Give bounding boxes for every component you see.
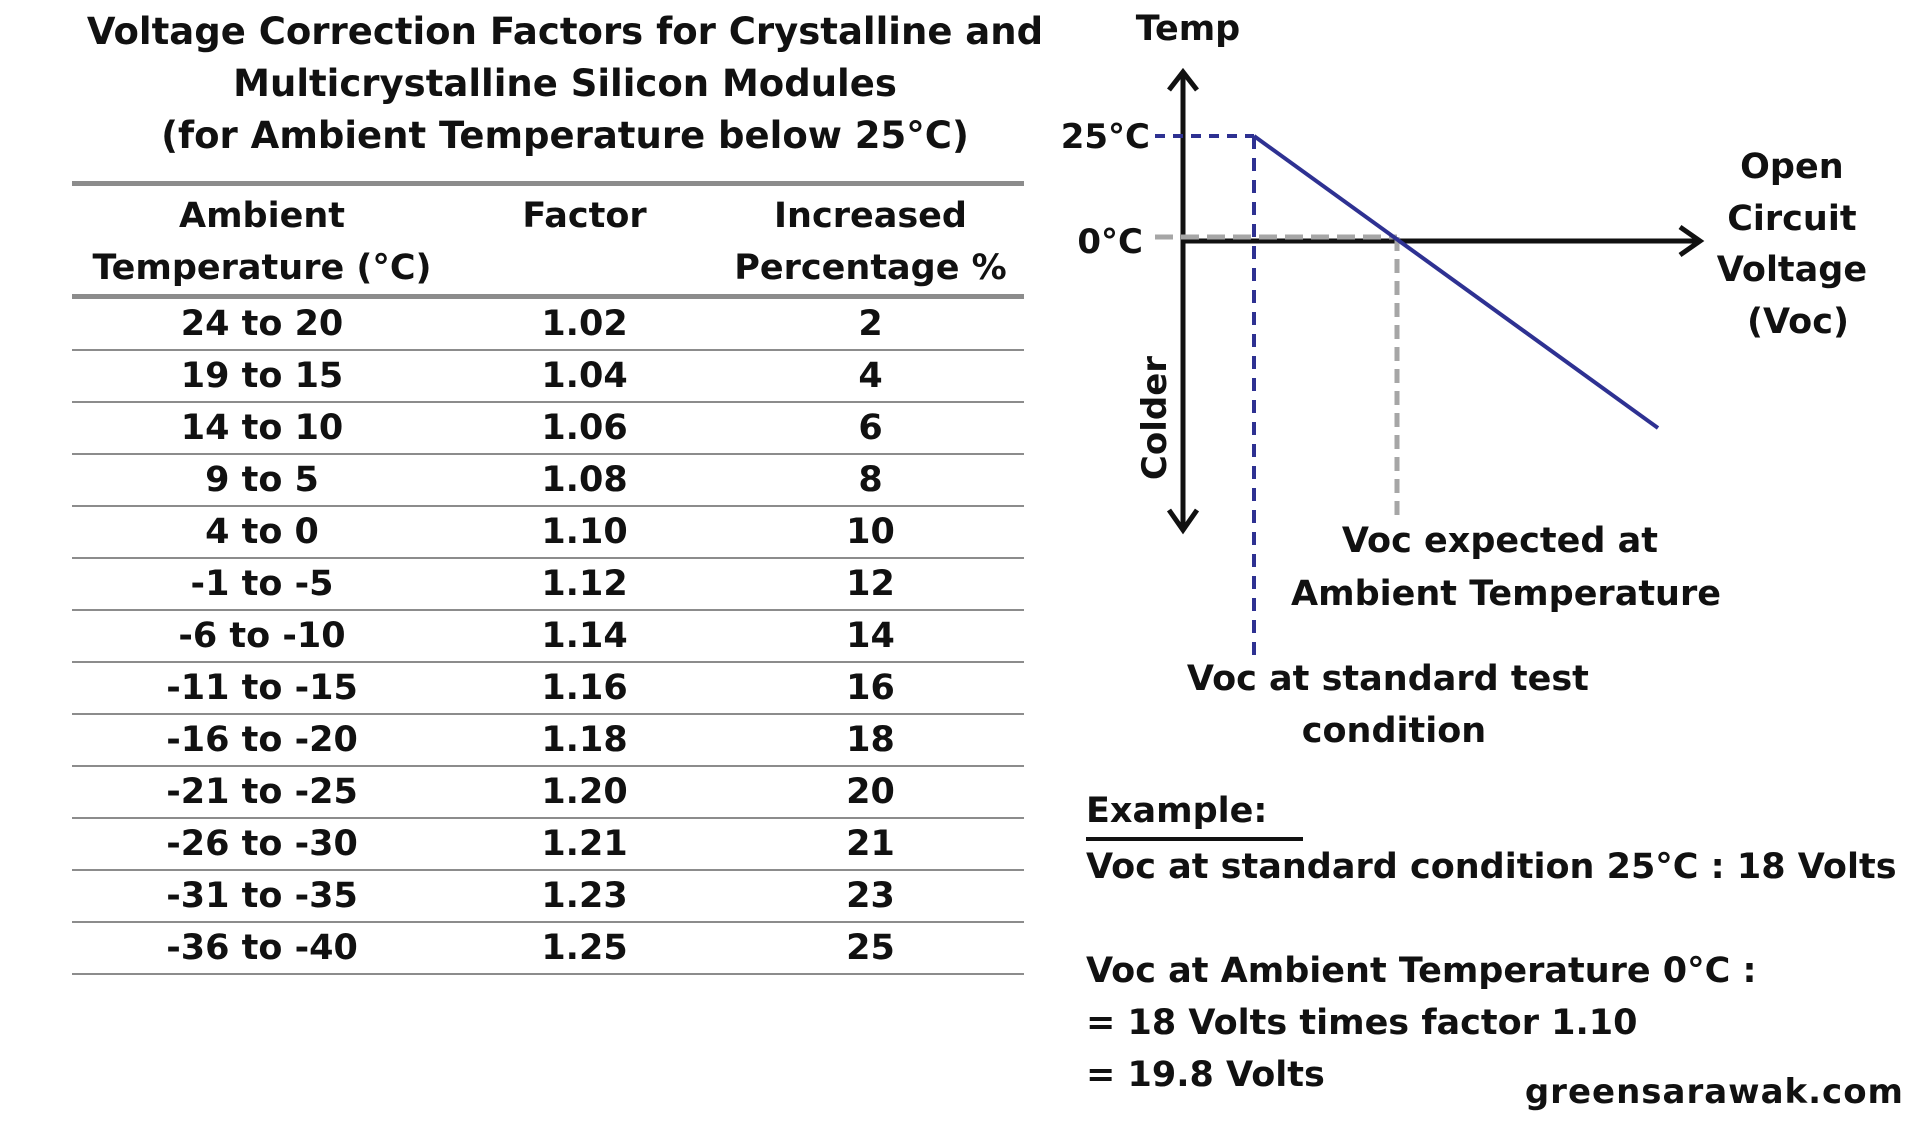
example-line-1: Voc at standard condition 25°C : 18 Volt… [1086, 847, 1897, 887]
cell-factor: 1.23 [452, 870, 717, 923]
cell-factor: 1.02 [452, 296, 717, 351]
cell-increased-percentage: 25 [717, 922, 1024, 975]
y-axis-arrow-up [1167, 67, 1199, 92]
cell-increased-percentage: 6 [717, 402, 1024, 455]
title-line-3: (for Ambient Temperature below 25°C) [161, 114, 969, 157]
cell-increased-percentage: 4 [717, 350, 1024, 403]
cell-ambient-temperature: -26 to -30 [72, 818, 452, 871]
table-row: -11 to -15 1.16 16 [72, 662, 1024, 715]
header-ambient-temperature: Ambient Temperature (°C) [92, 196, 432, 288]
table-row: -21 to -25 1.20 20 [72, 766, 1024, 819]
cell-factor: 1.04 [452, 350, 717, 403]
table-row: -36 to -40 1.25 25 [72, 922, 1024, 975]
cell-factor: 1.14 [452, 610, 717, 663]
cell-increased-percentage: 8 [717, 454, 1024, 507]
table-row: 24 to 20 1.02 2 [72, 296, 1024, 351]
voc-expected-label: Voc expected at Ambient Temperature [1291, 521, 1721, 614]
cell-factor: 1.08 [452, 454, 717, 507]
table-body: 24 to 20 1.02 2 19 to 15 1.04 4 14 to 10 1.06 6 9… [72, 296, 1024, 975]
table-row: -16 to -20 1.18 18 [72, 714, 1024, 767]
table-header-row: Ambient Temperature (°C) Factor Increase… [72, 183, 1024, 297]
cell-ambient-temperature: -21 to -25 [72, 766, 452, 819]
table-row: 4 to 0 1.10 10 [72, 506, 1024, 559]
cell-factor: 1.25 [452, 922, 717, 975]
table-row: -6 to -10 1.14 14 [72, 610, 1024, 663]
table-row: 14 to 10 1.06 6 [72, 402, 1024, 455]
colder-label: Colder [1135, 356, 1175, 480]
cell-ambient-temperature: -31 to -35 [72, 870, 452, 923]
cell-factor: 1.21 [452, 818, 717, 871]
cell-increased-percentage: 2 [717, 296, 1024, 351]
cell-factor: 1.16 [452, 662, 717, 715]
cell-increased-percentage: 21 [717, 818, 1024, 871]
example-heading: Example: [1086, 785, 1304, 841]
website-credit: greensarawak.com [1524, 1072, 1904, 1112]
table-row: -26 to -30 1.21 21 [72, 818, 1024, 871]
correction-factor-table: Ambient Temperature (°C) Factor Increase… [72, 181, 1024, 975]
cell-increased-percentage: 10 [717, 506, 1024, 559]
cell-factor: 1.06 [452, 402, 717, 455]
example-section: Example: Voc at standard condition 25°C … [1086, 785, 1897, 1101]
y-axis-label: Temp [1136, 9, 1241, 49]
header-factor: Factor [522, 196, 647, 236]
header-increased-percentage: Increased Percentage % [734, 196, 1007, 288]
example-line-3: = 18 Volts times factor 1.10 [1086, 1003, 1638, 1043]
cell-increased-percentage: 23 [717, 870, 1024, 923]
example-line-4: = 19.8 Volts [1086, 1055, 1325, 1095]
cell-increased-percentage: 16 [717, 662, 1024, 715]
cell-ambient-temperature: 9 to 5 [72, 454, 452, 507]
cell-increased-percentage: 12 [717, 558, 1024, 611]
cell-ambient-temperature: -16 to -20 [72, 714, 452, 767]
cell-ambient-temperature: 4 to 0 [72, 506, 452, 559]
voc-trend-line [1252, 134, 1660, 430]
cell-factor: 1.10 [452, 506, 717, 559]
cell-factor: 1.12 [452, 558, 717, 611]
table-row: 19 to 15 1.04 4 [72, 350, 1024, 403]
cell-increased-percentage: 14 [717, 610, 1024, 663]
cell-ambient-temperature: 19 to 15 [72, 350, 452, 403]
cell-ambient-temperature: -6 to -10 [72, 610, 452, 663]
cell-ambient-temperature: 24 to 20 [72, 296, 452, 351]
table-row: -1 to -5 1.12 12 [72, 558, 1024, 611]
cell-ambient-temperature: -1 to -5 [72, 558, 452, 611]
cell-increased-percentage: 18 [717, 714, 1024, 767]
x-axis-arrow [1678, 224, 1705, 258]
cell-ambient-temperature: -36 to -40 [72, 922, 452, 975]
title-line-2: Multicrystalline Silicon Modules [233, 62, 897, 105]
page-title: Voltage Correction Factors for Crystalli… [70, 6, 1060, 162]
cell-factor: 1.18 [452, 714, 717, 767]
x-axis-label: Open Circuit Voltage (Voc) [1717, 147, 1880, 342]
cell-ambient-temperature: 14 to 10 [72, 402, 452, 455]
title-line-1: Voltage Correction Factors for Crystalli… [86, 10, 1044, 53]
cell-increased-percentage: 20 [717, 766, 1024, 819]
tick-label-25c: 25°C [1061, 117, 1150, 157]
cell-factor: 1.20 [452, 766, 717, 819]
voc-stc-label: Voc at standard test condition [1187, 659, 1601, 751]
example-line-2: Voc at Ambient Temperature 0°C : [1086, 951, 1757, 991]
cell-ambient-temperature: -11 to -15 [72, 662, 452, 715]
table-row: -31 to -35 1.23 23 [72, 870, 1024, 923]
tick-label-0c: 0°C [1077, 222, 1143, 262]
example-spacer [1086, 893, 1897, 945]
y-axis-arrow-down [1166, 508, 1200, 535]
table-row: 9 to 5 1.08 8 [72, 454, 1024, 507]
